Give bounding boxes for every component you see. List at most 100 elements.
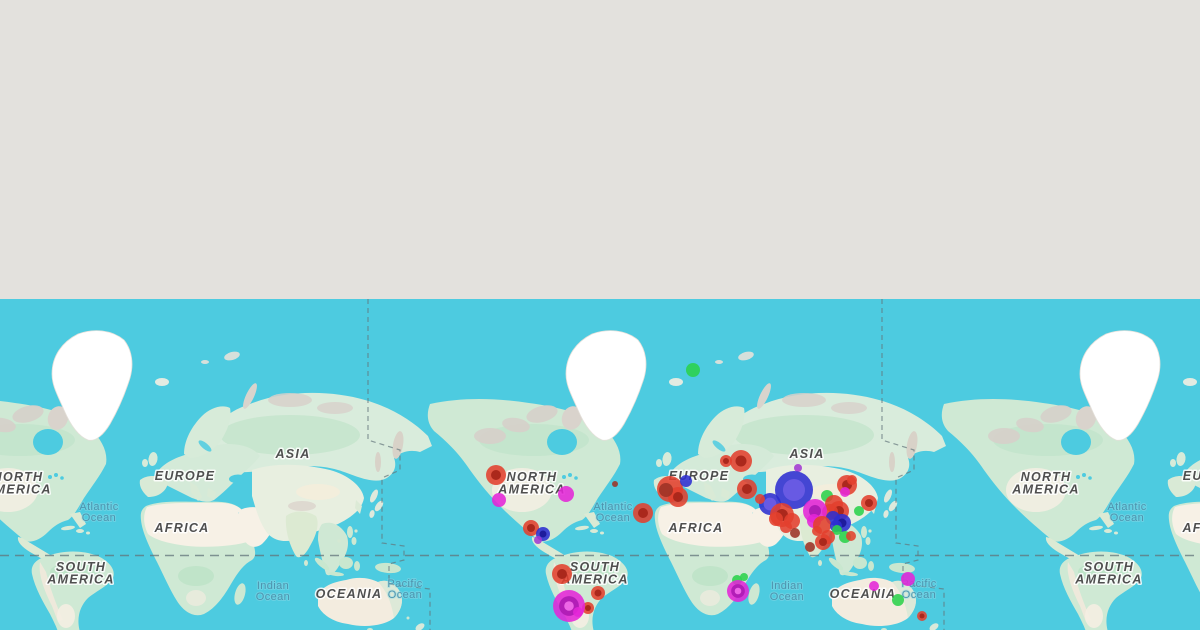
map-marker[interactable] [727, 580, 749, 602]
marker-dot-6[interactable] [534, 536, 542, 544]
continent-label-europe: EUROPE [155, 469, 216, 483]
marker-dot-53[interactable] [846, 531, 856, 541]
continent-label-south-america: SOUTH AMERICA [1074, 560, 1142, 587]
marker-dot-56[interactable] [901, 572, 915, 586]
marker-core [734, 587, 742, 595]
marker-dot-21[interactable] [740, 573, 748, 581]
map-marker[interactable] [558, 486, 574, 502]
marker-dot-43[interactable] [854, 506, 864, 516]
marker-core [539, 530, 547, 538]
ocean-label-indian-ocean: Indian Ocean [256, 580, 290, 603]
map-marker[interactable] [917, 611, 927, 621]
marker-core [557, 569, 567, 579]
map-marker[interactable] [591, 586, 605, 600]
map-marker[interactable] [847, 475, 857, 485]
map-marker[interactable] [612, 481, 618, 487]
marker-core [491, 470, 501, 480]
map-marker[interactable] [633, 503, 653, 523]
map-marker[interactable] [901, 572, 915, 586]
marker-dot-54[interactable] [805, 542, 815, 552]
marker-dot-31[interactable] [780, 521, 792, 533]
map-marker[interactable] [680, 475, 692, 487]
map-marker[interactable] [534, 536, 542, 544]
ocean-label-atlantic-ocean: Atlantic Ocean [79, 501, 118, 524]
marker-core [865, 499, 873, 507]
map-marker[interactable] [573, 607, 583, 617]
marker-dot-23[interactable] [794, 464, 802, 472]
continent-label-africa: AFRICA [153, 521, 209, 535]
map-marker[interactable] [659, 483, 673, 497]
map-marker[interactable] [869, 581, 879, 591]
marker-core [673, 492, 683, 502]
marker-dot-3[interactable] [612, 481, 618, 487]
marker-dot-55[interactable] [869, 581, 879, 591]
map-marker[interactable] [582, 602, 594, 614]
map-marker[interactable] [805, 542, 815, 552]
marker-dot-15[interactable] [680, 475, 692, 487]
marker-dot-32[interactable] [790, 528, 800, 538]
marker-core [585, 605, 591, 611]
map-marker[interactable] [755, 494, 765, 504]
map-marker[interactable] [523, 520, 539, 536]
marker-dot-19[interactable] [686, 363, 700, 377]
marker-dot-11[interactable] [573, 607, 583, 617]
marker-dot-27[interactable] [755, 494, 765, 504]
marker-core [809, 505, 821, 517]
map-marker[interactable] [740, 573, 748, 581]
map-marker[interactable] [832, 525, 842, 535]
map-marker[interactable] [780, 521, 792, 533]
marker-dot-30[interactable] [769, 512, 783, 526]
continent-label-oceania: OCEANIA [316, 587, 383, 601]
map-markers-layer [486, 363, 927, 622]
map-marker[interactable] [861, 495, 877, 511]
continent-label-africa: AFRICA [667, 521, 723, 535]
map-marker[interactable] [720, 455, 732, 467]
map-marker[interactable] [790, 528, 800, 538]
marker-dot-14[interactable] [659, 483, 673, 497]
map-marker[interactable] [492, 493, 506, 507]
marker-dot-57[interactable] [892, 594, 904, 606]
map-marker[interactable] [794, 464, 802, 472]
map-marker[interactable] [730, 450, 752, 472]
marker-core [919, 613, 925, 619]
marker-core [564, 601, 574, 611]
continent-label-asia: ASIA [274, 447, 310, 461]
map-marker[interactable] [552, 564, 572, 584]
marker-dot-2[interactable] [558, 486, 574, 502]
marker-core [723, 458, 729, 464]
marker-dot-49[interactable] [812, 526, 822, 536]
map-marker[interactable] [737, 479, 757, 499]
marker-dot-48[interactable] [832, 525, 842, 535]
map-marker[interactable] [668, 487, 688, 507]
map-marker[interactable] [486, 465, 506, 485]
map-marker[interactable] [815, 534, 831, 550]
map-marker[interactable] [769, 512, 783, 526]
ocean-label-atlantic-ocean: Atlantic Ocean [593, 501, 632, 524]
map-marker[interactable] [775, 471, 813, 509]
marker-dot-34[interactable] [847, 475, 857, 485]
marker-core [594, 589, 602, 597]
marker-dot-1[interactable] [492, 493, 506, 507]
continent-label-south-america: SOUTH AMERICA [46, 560, 114, 587]
marker-core [782, 478, 806, 502]
map-marker[interactable] [812, 526, 822, 536]
map-marker[interactable] [846, 531, 856, 541]
continent-label-oceania: OCEANIA [830, 587, 897, 601]
map-marker[interactable] [854, 506, 864, 516]
continent-label-africa: AFRICA [1181, 521, 1200, 535]
map-marker[interactable] [553, 590, 585, 622]
map-marker[interactable] [840, 487, 850, 497]
marker-core [735, 455, 747, 467]
ocean-label-atlantic-ocean: Atlantic Ocean [1107, 501, 1146, 524]
ocean-label-pacific-ocean: Pacific Ocean [901, 578, 936, 601]
map-marker[interactable] [686, 363, 700, 377]
marker-core [742, 484, 752, 494]
map-marker[interactable] [892, 594, 904, 606]
marker-dot-35[interactable] [840, 487, 850, 497]
